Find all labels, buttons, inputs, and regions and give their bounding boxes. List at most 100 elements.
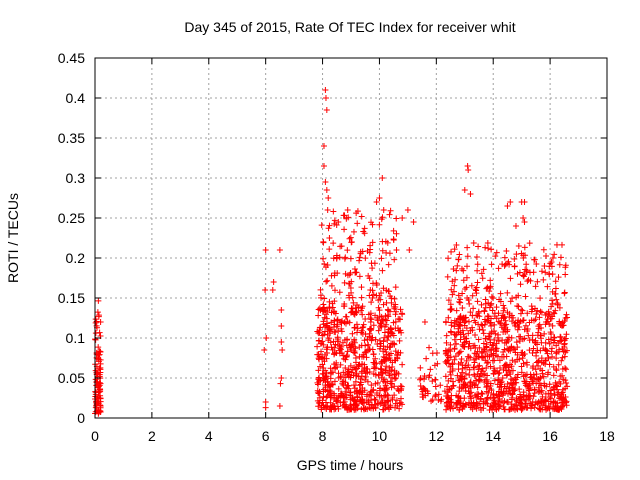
data-point-marker xyxy=(518,349,525,356)
data-point-marker xyxy=(526,381,533,388)
data-point-marker xyxy=(487,284,494,291)
data-point-marker xyxy=(417,364,424,371)
data-point-marker xyxy=(373,199,380,205)
data-point-marker xyxy=(466,318,473,325)
data-point-marker xyxy=(392,400,399,407)
data-point-marker xyxy=(514,303,521,310)
data-point-marker xyxy=(350,228,357,235)
data-point-marker xyxy=(326,234,333,241)
data-point-marker xyxy=(324,277,331,284)
data-point-marker xyxy=(376,195,383,201)
data-point-marker xyxy=(455,316,462,323)
data-point-marker xyxy=(487,336,494,343)
data-point-marker xyxy=(368,337,375,344)
data-point-marker xyxy=(362,348,369,355)
data-point-marker xyxy=(560,386,567,393)
data-point-marker xyxy=(356,254,363,261)
data-point-marker xyxy=(391,371,398,378)
data-point-marker xyxy=(561,290,568,297)
data-point-marker xyxy=(561,353,568,360)
data-point-marker xyxy=(486,385,493,392)
data-point-marker xyxy=(390,319,397,326)
data-point-marker xyxy=(514,344,521,351)
data-point-marker xyxy=(320,143,327,149)
data-point-marker xyxy=(479,322,486,329)
data-point-marker xyxy=(435,391,442,398)
data-point-marker xyxy=(376,221,383,228)
data-point-marker xyxy=(510,380,517,387)
data-point-marker xyxy=(359,324,366,331)
data-point-marker xyxy=(490,390,497,397)
data-point-marker xyxy=(489,307,496,314)
data-point-marker xyxy=(511,263,518,270)
data-point-marker xyxy=(445,314,452,321)
data-point-marker xyxy=(503,247,510,254)
data-point-marker xyxy=(467,378,474,385)
data-point-marker xyxy=(478,354,485,361)
data-point-marker xyxy=(368,299,375,306)
data-point-marker xyxy=(325,225,332,232)
plot-frame xyxy=(94,57,608,419)
data-point-marker xyxy=(538,268,545,275)
data-point-marker xyxy=(334,397,341,404)
data-point-marker xyxy=(557,333,564,340)
data-point-marker xyxy=(514,371,521,378)
data-point-marker xyxy=(507,298,514,305)
data-point-marker xyxy=(342,374,349,381)
data-point-marker xyxy=(327,326,334,333)
data-point-marker xyxy=(342,364,349,371)
y-tick-label: 0.25 xyxy=(58,210,85,226)
data-point-marker xyxy=(97,386,104,393)
data-point-marker xyxy=(501,305,508,312)
data-point-marker xyxy=(477,395,484,402)
data-point-marker xyxy=(518,363,525,370)
data-point-marker xyxy=(372,371,379,378)
data-point-marker xyxy=(95,398,102,405)
data-point-marker xyxy=(504,390,511,397)
y-tick-label: 0.05 xyxy=(58,370,85,386)
data-point-marker xyxy=(537,375,544,382)
data-point-marker xyxy=(542,312,549,319)
data-point-marker xyxy=(526,347,533,354)
data-point-marker xyxy=(345,368,352,375)
data-point-marker xyxy=(343,353,350,360)
data-point-marker xyxy=(357,379,364,386)
data-point-marker xyxy=(508,384,515,391)
data-point-marker xyxy=(95,297,102,304)
data-point-marker xyxy=(424,388,431,395)
data-point-marker xyxy=(319,332,326,339)
data-point-marker xyxy=(524,404,531,411)
data-point-marker xyxy=(508,404,515,411)
data-point-marker xyxy=(564,314,571,321)
data-point-marker xyxy=(446,386,453,393)
data-point-marker xyxy=(377,323,384,330)
data-point-marker xyxy=(524,310,531,317)
data-point-marker xyxy=(342,270,349,277)
data-point-marker xyxy=(517,318,524,325)
data-point-marker xyxy=(352,401,359,408)
data-point-marker xyxy=(351,324,358,331)
data-point-marker xyxy=(386,288,393,295)
data-point-marker xyxy=(483,382,490,389)
data-point-marker xyxy=(375,327,382,334)
data-point-marker xyxy=(349,294,356,301)
data-point-marker xyxy=(383,317,390,324)
data-point-marker xyxy=(496,377,503,384)
data-point-marker xyxy=(388,295,395,302)
data-point-marker xyxy=(320,321,327,328)
data-point-marker xyxy=(357,387,364,394)
data-point-marker xyxy=(508,376,515,383)
data-point-marker xyxy=(348,369,355,376)
data-point-marker xyxy=(491,357,498,364)
data-point-marker xyxy=(491,321,498,328)
data-point-marker xyxy=(344,207,351,214)
data-point-marker xyxy=(449,278,456,285)
data-point-marker xyxy=(473,254,480,261)
data-point-marker xyxy=(326,298,333,305)
data-point-marker xyxy=(362,373,369,380)
data-point-marker xyxy=(378,359,385,366)
data-point-marker xyxy=(261,347,268,353)
data-point-marker xyxy=(322,264,329,271)
data-point-marker xyxy=(384,337,391,344)
data-point-marker xyxy=(338,328,345,335)
